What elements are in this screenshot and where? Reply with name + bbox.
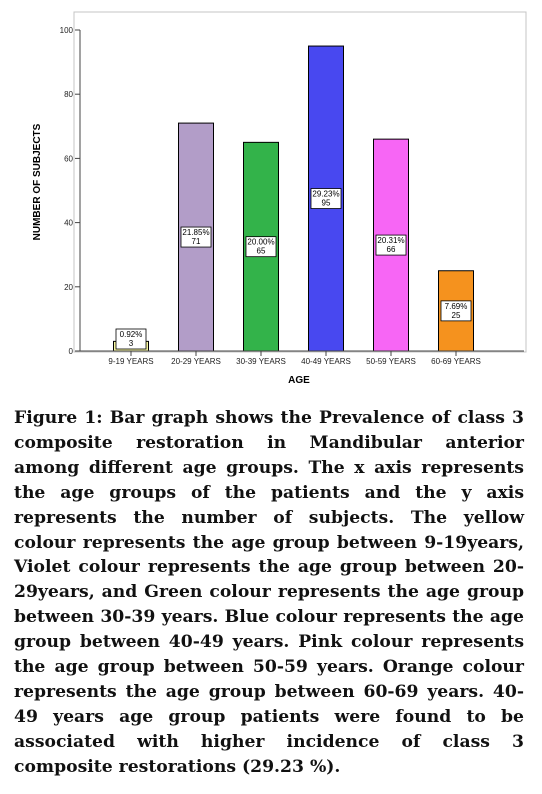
bar-labels: 0.92%3 21.85%71 20.00%65 29.23%95 20.31%66 7.… [115, 188, 472, 350]
y-tick-label: 20 [64, 283, 73, 292]
x-tick-label: 20-29 YEARS [171, 357, 221, 366]
y-axis-title: NUMBER OF SUBJECTS [32, 123, 43, 240]
data-label-box [245, 236, 277, 258]
x-tick-label: 50-59 YEARS [366, 357, 416, 366]
data-label-count: 66 [387, 245, 396, 254]
x-axis: 9-19 YEARS 20-29 YEARS 30-39 YEARS 40-49 YE… [80, 350, 524, 366]
x-tick-label: 60-69 YEARS [431, 357, 481, 366]
caption-text: Bar graph shows the Prevalence of class … [14, 408, 524, 777]
bar-chart: 0 20 40 60 80 100 0.92% 3 21.85% 71 20.00% 65 29.23… [32, 11, 527, 386]
data-label-count: 95 [322, 199, 331, 208]
data-label-box [180, 226, 212, 248]
x-tick-label: 40-49 YEARS [301, 357, 351, 366]
data-label-count: 71 [192, 237, 201, 246]
data-label-count: 65 [257, 247, 266, 256]
y-tick-label: 80 [64, 90, 73, 99]
x-axis-title: AGE [288, 375, 310, 386]
data-label-percent: 29.23% [312, 190, 339, 199]
data-label-box [440, 300, 472, 322]
data-label-box [115, 328, 147, 350]
data-label-percent: 20.31% [377, 236, 404, 245]
data-label-box [375, 234, 407, 256]
y-tick-label: 40 [64, 219, 73, 228]
data-label-percent: 21.85% [182, 228, 209, 237]
data-label-percent: 20.00% [247, 238, 274, 247]
x-tick-label: 30-39 YEARS [236, 357, 286, 366]
caption-label: Figure 1: [14, 408, 103, 428]
y-axis: 0 20 40 60 80 100 [60, 26, 81, 356]
y-tick-label: 0 [69, 347, 74, 356]
x-tick-label: 9-19 YEARS [108, 357, 153, 366]
data-label-box [310, 188, 342, 209]
data-label-count: 25 [452, 311, 461, 320]
data-label-count: 3 [129, 339, 134, 348]
chart-svg: 0 20 40 60 80 100 0.92%3 21.85%71 20.00%65 29.23… [32, 11, 527, 386]
y-tick-label: 60 [64, 154, 73, 163]
figure-caption: Figure 1: Bar graph shows the Prevalence… [14, 406, 524, 780]
data-label-percent: 0.92% [120, 330, 143, 339]
data-label-percent: 7.69% [445, 302, 468, 311]
y-tick-label: 100 [60, 26, 74, 35]
